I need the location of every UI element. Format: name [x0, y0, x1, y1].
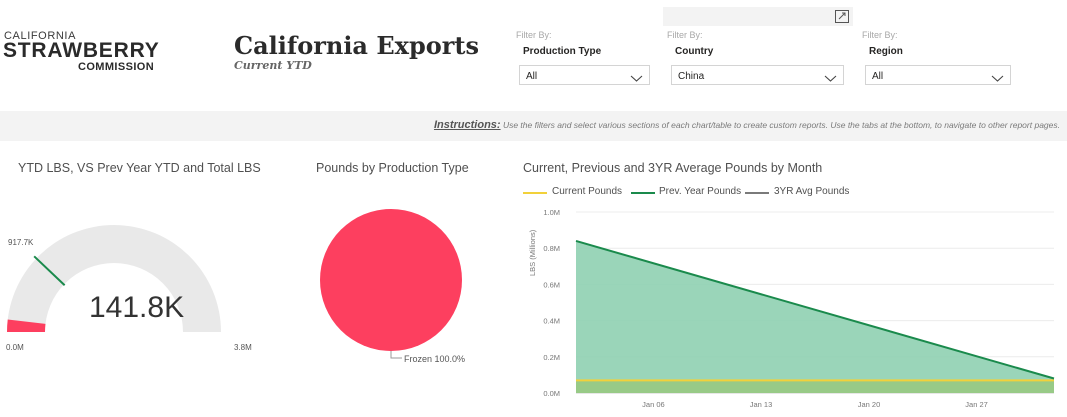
- logo-commission-text: COMMISSION: [78, 61, 155, 73]
- y-tick-label: 0.6M: [543, 280, 560, 289]
- gauge-value-label: 141.8K: [89, 291, 185, 324]
- instructions-text: Instructions: Use the filters and select…: [434, 119, 1060, 131]
- production-type-dropdown[interactable]: All: [519, 65, 650, 85]
- legend-current-pounds: Current Pounds: [552, 186, 623, 197]
- y-tick-label: 0.0M: [543, 389, 560, 398]
- y-axis-label-text: LBS (Millions): [528, 229, 537, 276]
- pie-slice-label: Frozen 100.0%: [404, 354, 466, 364]
- legend-prev-year-pounds: Prev. Year Pounds: [659, 186, 742, 197]
- filter-production-type-label: Production Type: [523, 46, 602, 57]
- chevron-down-icon: [991, 70, 1004, 88]
- filter-region-label: Region: [869, 46, 903, 57]
- instructions-band: Instructions: Use the filters and select…: [0, 111, 1067, 141]
- x-tick-label: Jan 06: [642, 400, 665, 409]
- gauge-chart[interactable]: [0, 195, 270, 360]
- production-type-value: All: [526, 71, 538, 82]
- gauge-value-arc: [7, 319, 46, 332]
- gauge-min-label: 0.0M: [6, 343, 24, 352]
- legend-swatch-3yr: [745, 192, 769, 194]
- y-tick-label: 0.4M: [543, 317, 560, 326]
- area-current-pounds: [576, 380, 1054, 393]
- instructions-body: Use the filters and select various secti…: [500, 120, 1060, 130]
- filter-by-label: Filter By:: [516, 30, 552, 40]
- x-tick-label: Jan 13: [750, 400, 773, 409]
- y-axis-label: LBS (Millions): [528, 230, 537, 276]
- country-value: China: [678, 71, 705, 82]
- y-tick-label: 0.2M: [543, 353, 560, 362]
- pie-title: Pounds by Production Type: [316, 161, 469, 175]
- logo-california-text: CALIFORNIA: [4, 30, 77, 42]
- y-tick-label: 0.8M: [543, 244, 560, 253]
- country-dropdown[interactable]: China: [671, 65, 844, 85]
- x-tick-label: Jan 27: [965, 400, 988, 409]
- gauge-max-label: 3.8M: [234, 343, 252, 352]
- area-chart-title: Current, Previous and 3YR Average Pounds…: [523, 161, 823, 175]
- logo-strawberry-text: STRAWBERRY: [3, 39, 160, 62]
- pie-leader-line: [390, 351, 402, 359]
- gauge-target-label: 917.7K: [8, 238, 34, 247]
- line-prev-year-pounds: [575, 239, 1055, 380]
- gauge-title: YTD LBS, VS Prev Year YTD and Total LBS: [18, 161, 261, 175]
- legend-swatch-prev: [631, 192, 655, 194]
- page-title: California Exports: [234, 31, 479, 60]
- legend-3yr-avg-pounds: 3YR Avg Pounds: [774, 186, 850, 197]
- page-subtitle: Current YTD: [234, 59, 312, 72]
- filter-by-label: Filter By:: [667, 30, 703, 40]
- chevron-down-icon: [824, 70, 837, 88]
- focus-mode-icon[interactable]: [835, 10, 849, 28]
- chevron-down-icon: [630, 70, 643, 88]
- filter-by-label: Filter By:: [862, 30, 898, 40]
- legend-swatch-current: [523, 192, 547, 194]
- area-chart[interactable]: 0.0M 0.2M 0.4M 0.6M 0.8M 1.0M Jan 06 Jan 13 Jan…: [520, 200, 1065, 417]
- gauge-track: [7, 225, 221, 332]
- pie-chart[interactable]: [310, 200, 480, 370]
- visual-header-bar: [663, 7, 853, 26]
- pie-slice-frozen: [320, 209, 462, 351]
- gauge-target-marker: [33, 255, 66, 286]
- y-tick-label: 1.0M: [543, 208, 560, 217]
- filter-country-label: Country: [675, 46, 714, 57]
- region-value: All: [872, 71, 884, 82]
- area-prev-year-pounds: [576, 240, 1054, 393]
- instructions-label: Instructions:: [433, 119, 501, 131]
- x-tick-label: Jan 20: [858, 400, 881, 409]
- region-dropdown[interactable]: All: [865, 65, 1011, 85]
